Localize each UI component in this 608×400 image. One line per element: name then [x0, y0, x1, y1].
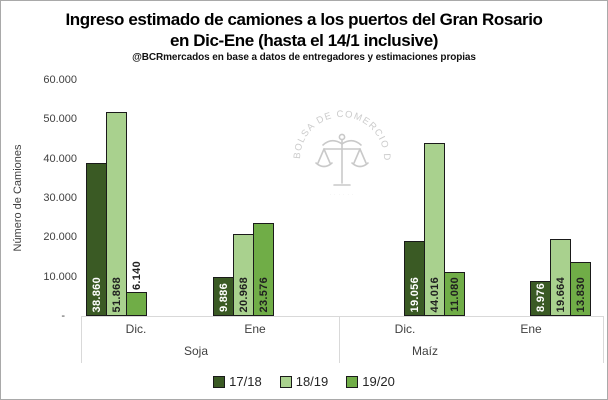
bar-value-label: 19.664 [554, 276, 567, 312]
bar: 20.968 [233, 234, 254, 316]
month-label: Ene [244, 322, 266, 336]
watermark-ornament: · · · · · · [330, 192, 355, 197]
y-axis-tick: 50.000 [43, 113, 77, 126]
x-axis-line [81, 316, 604, 317]
group-label: Maíz [411, 344, 439, 358]
legend-swatch-17-18 [213, 375, 226, 388]
bar-group: 8.976 19.664 13.830 [530, 80, 591, 316]
category-divider [339, 317, 340, 363]
legend-item: 19/20 [346, 374, 395, 389]
bar-value-label: 13.830 [574, 276, 587, 312]
bar-value-label: 6.140 [130, 260, 143, 290]
bar: 11.080 [444, 272, 465, 316]
legend-label: 18/19 [295, 374, 329, 389]
chart-subtitle: @BCRmercados en base a datos de entregad… [132, 52, 476, 63]
bar-value-label: 9.886 [217, 282, 230, 312]
bar: 8.976 [530, 281, 551, 316]
y-axis-tick: 40.000 [43, 152, 77, 165]
y-axis-tick: 60.000 [43, 74, 77, 86]
plot-area: 38.860 51.868 6.140 9.886 20.968 23.576 19.056… [81, 80, 604, 316]
month-label: Dic. [125, 322, 147, 336]
bar-value-label: 38.860 [90, 276, 103, 312]
month-label: Ene [520, 322, 542, 336]
bar-group: 38.860 51.868 6.140 [86, 80, 147, 316]
bar: 51.868 [106, 112, 127, 316]
bar-value-label: 8.976 [534, 282, 547, 312]
y-axis-tick: 20.000 [43, 231, 77, 244]
x-axis-label-strip: Dic. Ene Dic. Ene Soja Maíz [81, 317, 604, 363]
bar-group: 19.056 44.016 11.080 [404, 80, 465, 316]
chart-title-line1: Ingreso estimado de camiones a los puert… [65, 10, 543, 29]
month-label: Dic. [394, 322, 416, 336]
legend-item: 18/19 [279, 374, 329, 389]
bar-value-label: 23.576 [257, 276, 270, 312]
y-axis-tick: - [61, 310, 65, 322]
chart-title-block: Ingreso estimado de camiones a los puert… [1, 9, 607, 63]
bar-value-label: 19.056 [408, 276, 421, 312]
group-label: Soja [183, 344, 209, 358]
bar: 6.140 [126, 261, 147, 316]
bar-value-label: 11.080 [448, 277, 461, 312]
watermark-logo: BOLSA DE COMERCIO DE ROSARIO · · · · · · [287, 104, 391, 197]
bar: 13.830 [570, 262, 591, 316]
legend-label: 17/18 [229, 374, 262, 389]
legend: 17/18 18/19 19/20 [1, 374, 607, 389]
bar: 44.016 [424, 143, 445, 316]
bar-value-label: 51.868 [110, 276, 123, 312]
category-divider [603, 317, 604, 363]
y-axis-tick: 10.000 [43, 270, 77, 283]
bar: 9.886 [213, 277, 234, 316]
legend-swatch-19-20 [346, 375, 359, 388]
bar: 19.056 [404, 241, 425, 316]
bar: 23.576 [253, 223, 274, 316]
bar-value-label: 20.968 [237, 276, 250, 312]
bar-group: 9.886 20.968 23.576 [213, 80, 274, 316]
bar-value-label: 44.016 [428, 276, 441, 312]
chart-title-line2: en Dic-Ene (hasta el 14/1 inclusive) [169, 31, 439, 50]
scales-icon [315, 133, 369, 186]
y-axis-tick: 30.000 [43, 192, 77, 204]
bar: 19.664 [550, 239, 571, 316]
legend-item: 17/18 [213, 374, 262, 389]
legend-label: 19/20 [362, 374, 395, 389]
legend-swatch-18-19 [279, 375, 292, 388]
bar: 38.860 [86, 163, 107, 316]
category-divider [81, 317, 82, 363]
